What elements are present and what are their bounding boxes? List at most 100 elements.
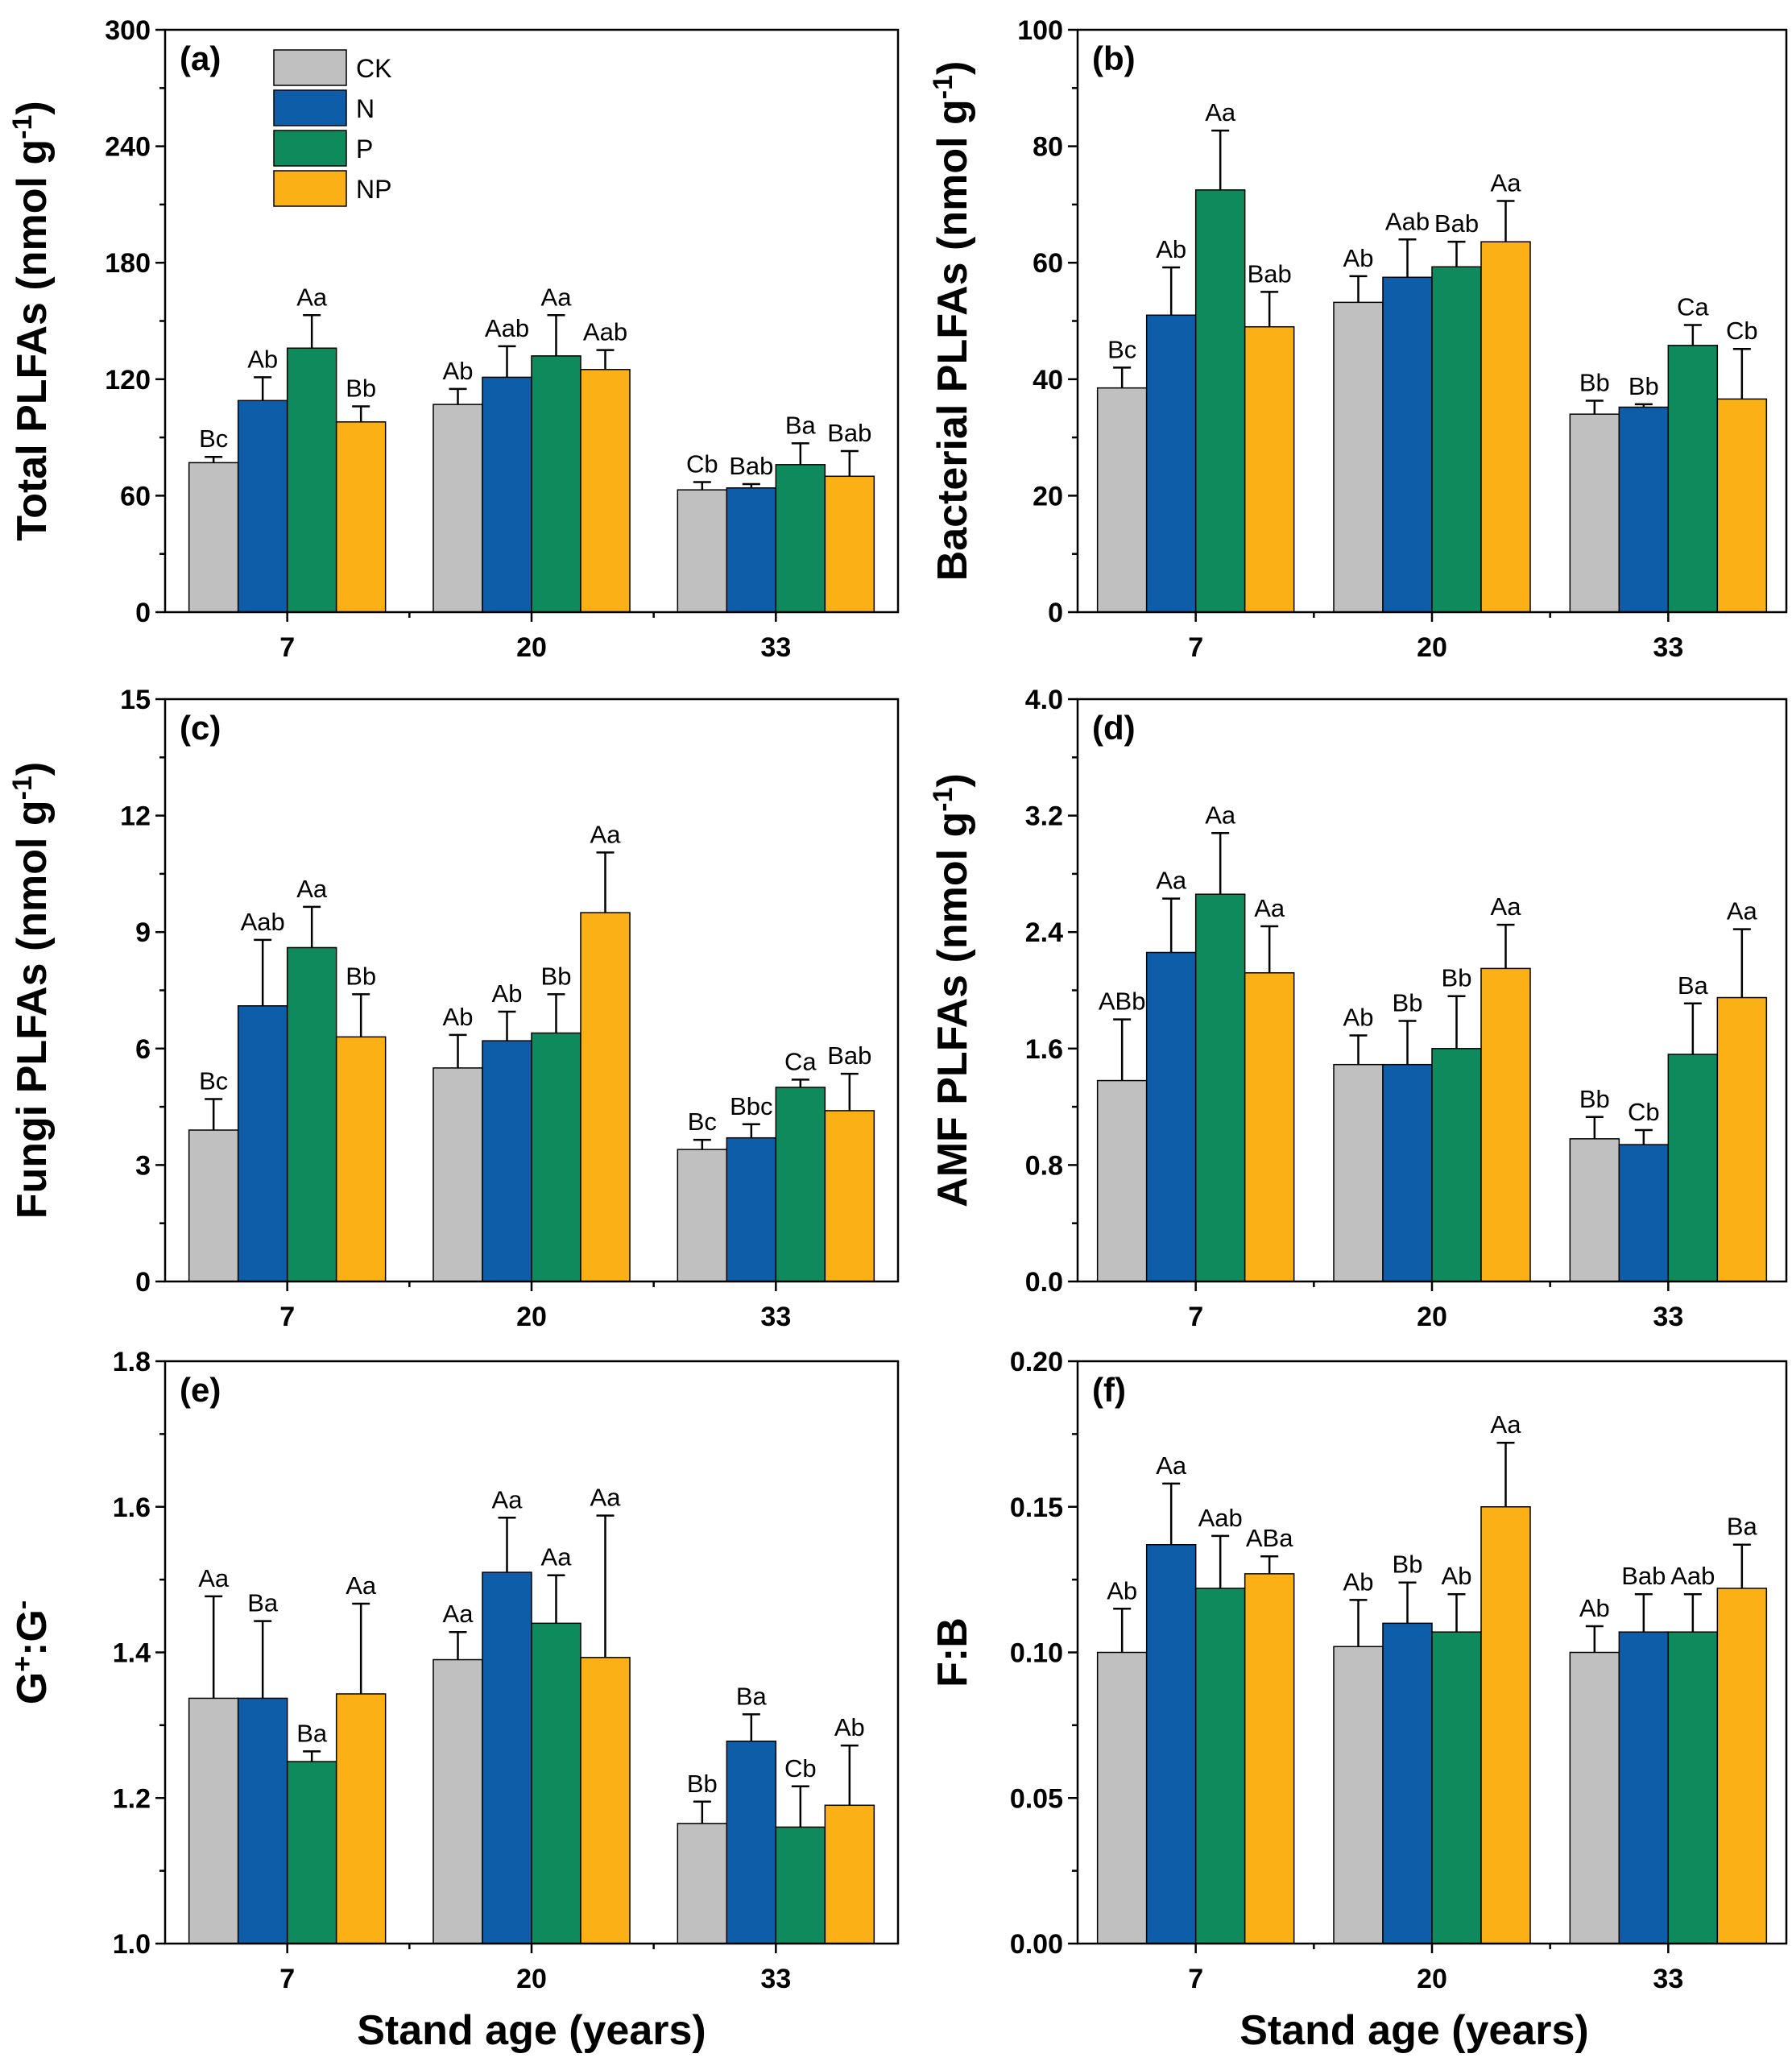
bar-np-33 bbox=[1716, 398, 1768, 613]
legend-label-p: P bbox=[356, 135, 373, 164]
bar-n-7 bbox=[1145, 1543, 1197, 1944]
x-tick-label: 7 bbox=[1188, 1964, 1203, 1994]
significance-label: Bb bbox=[1393, 1551, 1423, 1579]
significance-label: Bb bbox=[1629, 372, 1659, 400]
y-tick-label: 100 bbox=[1017, 15, 1063, 46]
legend-swatch-np bbox=[273, 170, 347, 207]
bar-ck-7 bbox=[188, 1697, 239, 1944]
x-tick-label: 7 bbox=[279, 632, 295, 663]
significance-label: Ab bbox=[1156, 235, 1186, 263]
significance-label: Aab bbox=[485, 314, 529, 342]
bar-p-20 bbox=[531, 355, 581, 613]
bar-np-20 bbox=[1480, 241, 1531, 613]
significance-label: ABa bbox=[1246, 1524, 1293, 1552]
y-tick-label: 12 bbox=[120, 801, 151, 832]
x-tick-label: 33 bbox=[1653, 1302, 1683, 1332]
y-tick-label: 60 bbox=[1033, 248, 1063, 279]
legend-swatch-p bbox=[273, 130, 347, 167]
bar-p-7 bbox=[1194, 189, 1246, 613]
y-tick-label: 0.8 bbox=[1025, 1150, 1063, 1181]
significance-label: Aa bbox=[492, 1485, 524, 1513]
y-tick-label: 40 bbox=[1033, 365, 1063, 395]
significance-label: Aa bbox=[590, 1484, 622, 1512]
legend-swatch-n bbox=[273, 89, 347, 126]
significance-label: Bb bbox=[1393, 988, 1423, 1016]
significance-label: Ab bbox=[834, 1713, 865, 1741]
significance-label: Bc bbox=[1107, 335, 1136, 363]
bar-n-20 bbox=[1382, 1063, 1433, 1282]
bar-n-33 bbox=[1618, 406, 1670, 613]
significance-label: Ba bbox=[296, 1719, 328, 1747]
significance-label: Bc bbox=[199, 1066, 228, 1095]
significance-label: Cb bbox=[686, 450, 718, 478]
bar-n-7 bbox=[1145, 951, 1197, 1282]
y-tick-label: 2.4 bbox=[1025, 917, 1063, 948]
significance-label: Bab bbox=[827, 419, 871, 447]
panel-label: (d) bbox=[1092, 709, 1136, 747]
significance-label: Aa bbox=[296, 875, 328, 903]
x-tick-label: 7 bbox=[1188, 1302, 1203, 1332]
bar-ck-7 bbox=[188, 1129, 239, 1282]
bar-ck-7 bbox=[1096, 1079, 1148, 1282]
y-axis-title: F:B bbox=[929, 1617, 976, 1687]
y-tick-label: 1.6 bbox=[1025, 1034, 1063, 1065]
significance-label: Ab bbox=[1343, 1567, 1374, 1596]
x-tick-label: 20 bbox=[1417, 1302, 1447, 1332]
significance-label: Bc bbox=[199, 424, 228, 453]
significance-label: Bbc bbox=[730, 1092, 772, 1120]
significance-label: Ba bbox=[1678, 971, 1709, 1000]
significance-label: Aab bbox=[1198, 1504, 1243, 1532]
significance-label: Bb bbox=[687, 1770, 718, 1798]
legend-label-ck: CK bbox=[356, 54, 391, 83]
bar-p-33 bbox=[775, 1826, 826, 1944]
panel-label: (b) bbox=[1092, 39, 1136, 77]
y-tick-label: 0.00 bbox=[1010, 1929, 1063, 1960]
significance-label: Cb bbox=[1726, 317, 1758, 345]
significance-label: Ca bbox=[784, 1047, 817, 1075]
significance-label: Bab bbox=[827, 1041, 871, 1070]
bar-np-7 bbox=[335, 421, 387, 613]
significance-label: Aa bbox=[1156, 867, 1187, 895]
significance-label: Ab bbox=[492, 979, 523, 1008]
bar-p-20 bbox=[1431, 1631, 1482, 1944]
bar-n-33 bbox=[726, 487, 777, 613]
x-tick-label: 7 bbox=[279, 1964, 295, 1994]
bar-n-7 bbox=[237, 400, 288, 613]
y-axis-title: AMF PLFAs (nmol g-1) bbox=[928, 773, 976, 1207]
significance-label: Bab bbox=[1621, 1562, 1666, 1590]
bar-ck-33 bbox=[677, 489, 728, 613]
y-tick-label: 0.10 bbox=[1010, 1638, 1063, 1669]
significance-label: Ab bbox=[443, 357, 474, 385]
bar-np-7 bbox=[1244, 325, 1295, 613]
panel-label: (a) bbox=[180, 39, 221, 77]
y-tick-label: 80 bbox=[1033, 132, 1063, 163]
bar-np-20 bbox=[1480, 967, 1531, 1282]
significance-label: Aa bbox=[1205, 801, 1236, 829]
panel-label: (f) bbox=[1092, 1371, 1126, 1409]
x-tick-label: 33 bbox=[760, 1302, 791, 1332]
legend-swatch-ck bbox=[273, 49, 347, 86]
bar-n-7 bbox=[1145, 314, 1197, 613]
bar-n-20 bbox=[482, 376, 532, 613]
x-tick-label: 20 bbox=[1417, 1964, 1447, 1994]
bar-ck-20 bbox=[432, 404, 483, 613]
bar-ck-33 bbox=[1569, 1138, 1620, 1282]
y-tick-label: 1.4 bbox=[113, 1638, 151, 1669]
significance-label: Aa bbox=[296, 283, 328, 311]
panel-c: Bc Ab Bc Aab Ab Bbc Aa Bb Ca Bb Aa Bab 0 3 6 9 12 15 7 20 33… bbox=[7, 685, 900, 1332]
significance-label: Aa bbox=[1491, 1410, 1522, 1439]
bar-n-20 bbox=[482, 1571, 532, 1944]
x-tick-label: 7 bbox=[279, 1302, 295, 1332]
bar-np-33 bbox=[824, 1804, 875, 1944]
y-tick-label: 60 bbox=[120, 481, 151, 511]
significance-label: Aa bbox=[1727, 897, 1758, 925]
significance-label: Bb bbox=[1579, 369, 1610, 397]
y-tick-label: 20 bbox=[1033, 481, 1063, 511]
significance-label: Ba bbox=[247, 1589, 279, 1617]
panel-label: (c) bbox=[180, 709, 221, 747]
y-tick-label: 0 bbox=[135, 1267, 151, 1298]
bar-n-7 bbox=[237, 1005, 288, 1282]
bar-ck-7 bbox=[1096, 1651, 1148, 1944]
y-tick-label: 0.0 bbox=[1025, 1267, 1063, 1298]
